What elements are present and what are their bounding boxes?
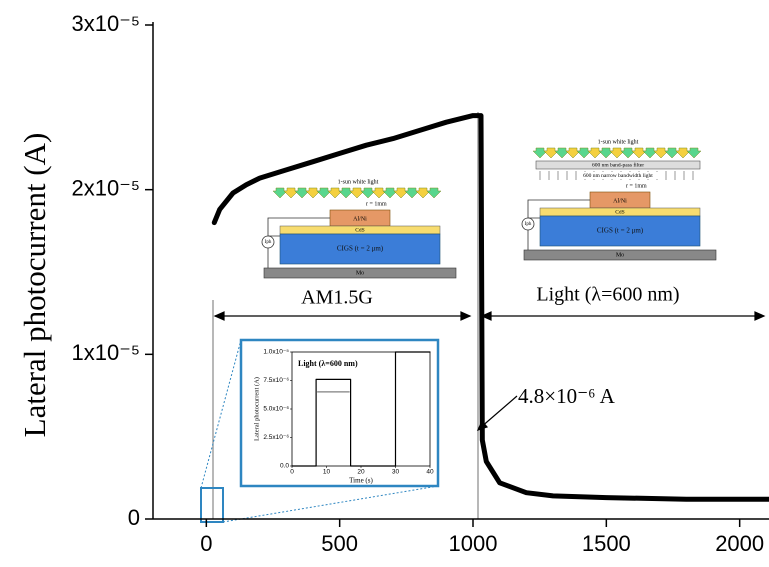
- diagram-text: 600 nm narrow bandwidth light: [583, 173, 653, 179]
- inset-title: Light (λ=600 nm): [298, 359, 358, 368]
- diagram-text: CdS: [355, 227, 364, 233]
- diagram-text: r = 1mm: [626, 183, 647, 189]
- inset-frame: [239, 338, 440, 488]
- light-arrow: [349, 187, 365, 199]
- light-arrow: [543, 147, 559, 159]
- range-markers: [212, 112, 479, 519]
- x-tick-label: 10: [323, 469, 331, 476]
- device-diagram: 1-sun white light r = 1mm Al/Ni CdS CIGS (t …: [261, 179, 457, 279]
- light-arrow: [686, 147, 702, 159]
- x-tick-label: 0: [290, 469, 294, 476]
- light-arrow: [393, 187, 409, 199]
- substrate: [523, 249, 717, 261]
- zoom-line: [200, 339, 242, 489]
- x-tick-label: 20: [357, 469, 365, 476]
- light-arrow: [371, 187, 387, 199]
- light-arrow: [642, 147, 658, 159]
- light-arrow: [338, 187, 354, 199]
- light-arrow: [675, 147, 691, 159]
- light-arrow: [532, 147, 548, 159]
- y-tick-label: 1x10⁻⁵: [72, 340, 140, 365]
- x-tick-label: 40: [426, 469, 434, 476]
- label-bg: [578, 172, 658, 179]
- annotation: AM1.5G: [301, 287, 373, 309]
- light-arrow: [554, 147, 570, 159]
- diagram-text: CdS: [615, 209, 624, 215]
- diagram-text: 1-sun white light: [338, 179, 379, 185]
- light-arrow: [327, 187, 343, 199]
- x-axis-label: Time (s): [349, 477, 373, 485]
- arrow: [479, 395, 518, 429]
- diagram-text: r = 1mm: [366, 201, 387, 207]
- x-tick-label: 1500: [582, 531, 631, 556]
- device-diagram: 1-sun white light 600 nm band-pass filter…: [521, 139, 717, 261]
- diagram-text: CIGS (t = 2 μm): [597, 227, 644, 235]
- filter: [535, 160, 701, 170]
- x-tick-label: 0: [200, 531, 212, 556]
- light-arrow: [664, 147, 680, 159]
- meter: [521, 217, 535, 231]
- y-tick-label: 7.5x10⁻⁶: [263, 377, 289, 384]
- light-arrow: [283, 187, 299, 199]
- light-arrow: [587, 147, 603, 159]
- y-tick-label: 0: [128, 505, 140, 530]
- zoom-box: [200, 487, 224, 523]
- diagram-text: 1-sun white light: [598, 139, 639, 145]
- light-arrow: [305, 187, 321, 199]
- y-tick-label: 2x10⁻⁵: [72, 175, 140, 200]
- zoom: [200, 338, 440, 523]
- absorber: [539, 215, 701, 247]
- diagram-text: Iph: [525, 222, 532, 227]
- diagram-text: 600 nm band-pass filter: [592, 161, 644, 168]
- substrate: [263, 267, 457, 279]
- x-tick-label: 30: [392, 469, 400, 476]
- diagram-text: Iph: [265, 240, 272, 245]
- y-axis-label: Lateral photocurrent (A): [253, 377, 260, 441]
- diagram-text: CIGS (t = 2 μm): [337, 245, 384, 253]
- light-arrow: [272, 187, 288, 199]
- zoom-line: [222, 485, 439, 523]
- light-arrow: [653, 147, 669, 159]
- y-tick-label: 5.0x10⁻⁶: [263, 406, 289, 413]
- light-arrow: [316, 187, 332, 199]
- light-arrow: [598, 147, 614, 159]
- light-arrow: [404, 187, 420, 199]
- annotation: Light (λ=600 nm): [536, 284, 679, 306]
- diagram-text: Al/Ni: [353, 216, 367, 222]
- light-arrow: [426, 187, 442, 199]
- data-line: [211, 113, 769, 502]
- light-arrow: [294, 187, 310, 199]
- x-tick-label: 1000: [449, 531, 498, 556]
- arrow-head: [213, 311, 472, 321]
- light-arrow: [360, 187, 376, 199]
- y-tick-label: 2.5x10⁻⁶: [263, 434, 289, 441]
- diagram-text: Al/Ni: [613, 198, 627, 204]
- diagram-text: Mo: [356, 270, 364, 276]
- y-axis-label: Lateral photocurrent (A): [17, 133, 52, 438]
- x-tick-label: 500: [321, 531, 358, 556]
- x-tick-label: 2000: [715, 531, 764, 556]
- arrow-head: [480, 311, 766, 321]
- annotation: 4.8×10⁻⁶ A: [518, 384, 616, 408]
- diagram-text: Mo: [616, 252, 624, 258]
- y-tick-label: 3x10⁻⁵: [72, 11, 140, 36]
- y-tick-label: 1.0x10⁻⁵: [263, 349, 289, 356]
- absorber: [279, 233, 441, 265]
- y-tick-label: 0.0: [280, 463, 289, 470]
- light-arrow: [609, 147, 625, 159]
- light-arrow: [631, 147, 647, 159]
- data-line: [291, 351, 431, 467]
- meter: [261, 235, 275, 249]
- light-arrow: [576, 147, 592, 159]
- light-arrow: [415, 187, 431, 199]
- light-arrow: [620, 147, 636, 159]
- light-arrow: [382, 187, 398, 199]
- light-arrow: [565, 147, 581, 159]
